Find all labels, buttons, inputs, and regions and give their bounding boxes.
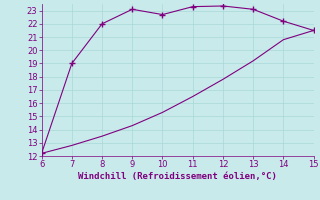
X-axis label: Windchill (Refroidissement éolien,°C): Windchill (Refroidissement éolien,°C) (78, 172, 277, 181)
